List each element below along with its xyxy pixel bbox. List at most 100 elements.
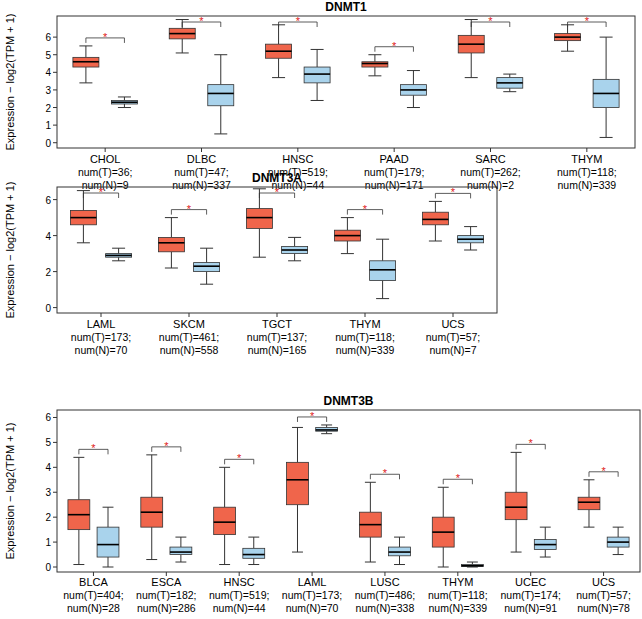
median [607,541,629,543]
box [593,79,619,107]
box [359,512,381,537]
whisker-low [399,556,400,565]
box [458,236,484,243]
marks [73,20,619,138]
median [106,255,132,257]
whisker-low [618,547,619,554]
tumor-count: num(T)=519; [209,589,269,601]
whisker-cap [146,454,157,455]
whisker-high [470,227,471,236]
tumor-count: num(T)=57; [426,331,481,343]
y-tick [53,235,57,236]
whisker-cap [365,562,376,563]
y-tick [53,199,57,200]
whisker-high [347,218,348,231]
whisker-cap [407,107,420,108]
significance: * [187,203,192,215]
median [97,544,119,546]
box [246,209,272,229]
y-tick-label: 3 [45,85,51,96]
x-tick-label: LUSC [370,576,399,588]
whisker-low [253,558,254,564]
normal-count: num(N)=339 [336,344,395,356]
median [432,531,454,533]
tumor-count: num(T)=47; [174,166,229,178]
whisker-cap [146,559,157,560]
whisker-low [151,527,152,559]
significance: * [451,186,456,198]
x-tick [490,148,491,152]
y-axis-label: Expression − log2(TPM + 1) [4,423,16,560]
whisker-high [180,537,181,547]
whisker-low [370,537,371,562]
median [505,506,527,508]
whisker-cap [429,201,442,202]
whisker-cap [79,82,92,83]
whisker-cap [103,507,114,508]
x-tick [105,148,106,152]
box [316,427,338,431]
box [458,35,484,53]
whisker-cap [540,527,551,528]
box [243,548,265,558]
whisker-cap [219,564,230,565]
x-tick [277,313,278,317]
whisker-cap [394,564,405,565]
normal-count: num(N)=28 [67,602,120,614]
box [505,492,527,519]
x-tick-label: LAML [298,576,327,588]
whisker-low [85,67,86,83]
normal-count: num(N)=2 [467,179,514,191]
box [70,210,96,224]
y-tick [53,142,57,143]
whisker-cap [79,45,92,46]
title: DNMT1 [325,0,367,14]
whisker-high [413,71,414,85]
y-tick [53,54,57,55]
whisker-high [443,487,444,517]
y-tick-label: 5 [45,50,51,61]
x-tick-label: BLCA [79,576,108,588]
normal-count: num(N)=337 [172,179,231,191]
x-tick [189,313,190,317]
whisker-low [224,535,225,565]
y-tick [53,72,57,73]
whisker-high [618,527,619,537]
x-tick-label: UCS [592,576,615,588]
box [141,497,163,527]
box [432,517,454,547]
y-tick-label: 0 [45,303,51,314]
whisker-low [516,520,517,552]
significance: * [99,186,104,198]
x-tick [365,313,366,317]
whisker-cap [341,217,354,218]
median [68,514,90,516]
y-tick-label: 6 [45,412,51,423]
whisker-high [220,55,221,85]
y-axis-label: Expression − log2(TPM + 1) [4,182,16,319]
median [141,511,163,513]
median [158,242,184,244]
significance: * [91,442,96,454]
whisker-low [509,88,510,92]
whisker-high [317,49,318,67]
whisker-cap [165,217,178,218]
whisker-cap [613,554,624,555]
median [111,101,137,103]
whisker-high [370,482,371,512]
y-tick-label: 6 [45,32,51,43]
whisker-cap [394,537,405,538]
box [266,44,292,58]
whisker-cap [365,482,376,483]
y-tick [53,89,57,90]
y-tick [53,542,57,543]
whisker-low [108,557,109,567]
y-tick-label: 2 [45,512,51,523]
whisker-low [278,58,279,77]
median [334,235,360,237]
whisker-low [347,241,348,254]
whisker-high [124,97,125,101]
whisker-low [606,108,607,138]
tumor-count: num(T)=461; [159,331,219,343]
whisker-high [545,527,546,539]
